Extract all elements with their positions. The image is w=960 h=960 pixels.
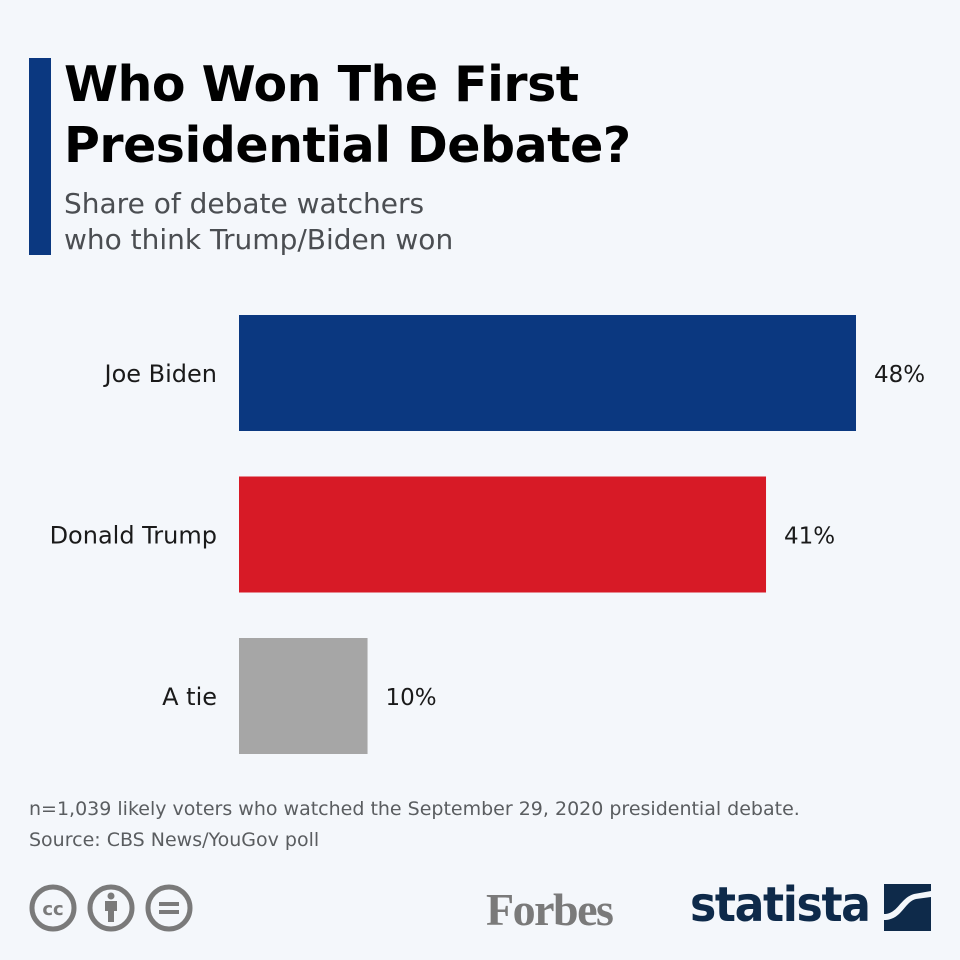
value-label: 41% bbox=[784, 524, 835, 550]
source-note: Source: CBS News/YouGov poll bbox=[29, 829, 320, 851]
bar-a-tie bbox=[239, 638, 368, 754]
chart-title: Who Won The First Presidential Debate? bbox=[64, 54, 764, 176]
category-label: Donald Trump bbox=[50, 522, 217, 550]
license-icons: cc bbox=[29, 884, 193, 932]
value-label: 48% bbox=[874, 362, 925, 388]
title-line-1: Who Won The First bbox=[64, 56, 579, 113]
bar-joe-biden bbox=[239, 315, 856, 431]
value-label: 10% bbox=[386, 685, 437, 711]
cc-icon[interactable]: cc bbox=[29, 884, 77, 932]
no-derivatives-icon[interactable] bbox=[145, 884, 193, 932]
forbes-logo[interactable]: Forbes bbox=[486, 884, 614, 935]
statista-logo-mark-icon[interactable] bbox=[884, 884, 931, 931]
title-line-2: Presidential Debate? bbox=[64, 117, 631, 174]
subtitle-line-2: who think Trump/Biden won bbox=[64, 223, 454, 256]
svg-text:cc: cc bbox=[42, 899, 63, 920]
category-label: Joe Biden bbox=[103, 360, 218, 388]
attribution-icon[interactable] bbox=[87, 884, 135, 932]
chart-footnote: n=1,039 likely voters who watched the Se… bbox=[29, 794, 939, 856]
title-accent-bar bbox=[29, 58, 51, 255]
bar-donald-trump bbox=[239, 476, 767, 593]
category-label: A tie bbox=[162, 683, 217, 711]
subtitle-line-1: Share of debate watchers bbox=[64, 187, 425, 220]
statista-logo[interactable]: statista bbox=[690, 877, 871, 933]
chart-subtitle: Share of debate watchers who think Trump… bbox=[64, 186, 764, 258]
sample-note: n=1,039 likely voters who watched the Se… bbox=[29, 798, 800, 820]
bar-chart: Joe Biden 48% Donald Trump 41% A tie 10% bbox=[50, 315, 925, 754]
